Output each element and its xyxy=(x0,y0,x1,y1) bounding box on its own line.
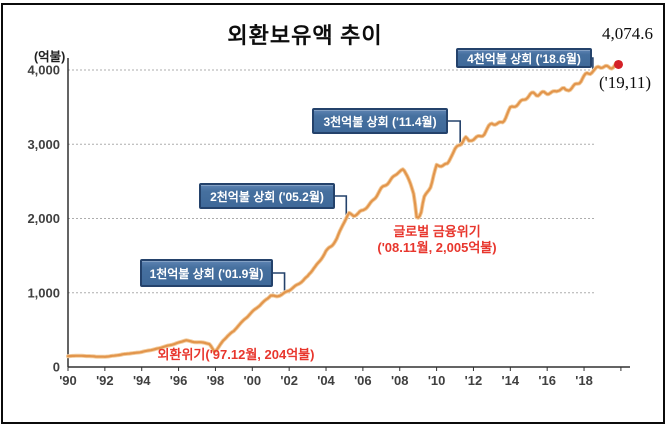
x-tick-label: '98 xyxy=(207,373,225,388)
x-tick-label: '14 xyxy=(502,373,520,388)
y-axis-unit-label: (억불) xyxy=(34,50,66,64)
chart-title: 외환보유액 추이 xyxy=(227,23,383,48)
crisis-annotation-2008-line2: ('08.11월, 2,005억불) xyxy=(377,240,497,255)
x-tick-label: '16 xyxy=(538,373,556,388)
y-tick-label: 2,000 xyxy=(27,211,60,226)
crisis-annotation-1997: 외환위기('97.12월, 204억불) xyxy=(157,347,315,362)
x-tick-label: '96 xyxy=(170,373,188,388)
x-tick-label: '06 xyxy=(354,373,372,388)
x-tick-label: '04 xyxy=(317,373,335,388)
milestone-box-4000: 4천억불 상회 ('18.6월) xyxy=(456,48,592,68)
x-tick-label: '10 xyxy=(428,373,446,388)
x-tick-label: '90 xyxy=(59,373,77,388)
y-tick-label: 4,000 xyxy=(27,63,60,78)
y-tick-label: 3,000 xyxy=(27,137,60,152)
y-tick-label: 1,000 xyxy=(27,285,60,300)
crisis-annotation-2008-line1: 글로벌 금융위기 xyxy=(393,224,481,239)
crisis-annotation-2008: 글로벌 금융위기 ('08.11월, 2,005억불) xyxy=(317,224,557,256)
milestone-box-2000: 2천억불 상회 ('05.2월) xyxy=(199,183,335,209)
x-tick-label: '12 xyxy=(465,373,483,388)
milestone-connector xyxy=(448,120,461,145)
x-tick-label: '02 xyxy=(280,373,298,388)
x-tick-label: '18 xyxy=(575,373,593,388)
end-point-date-label: ('19,11) xyxy=(598,73,651,92)
y-tick-label: 0 xyxy=(53,360,60,375)
milestone-connector xyxy=(592,57,594,70)
x-tick-label: '08 xyxy=(391,373,409,388)
x-tick-label: '00 xyxy=(244,373,262,388)
end-point-value-label: 4,074.6 xyxy=(602,24,653,43)
x-tick-label: '92 xyxy=(96,373,114,388)
x-tick-label: '94 xyxy=(133,373,151,388)
milestone-box-3000: 3천억불 상회 ('11.4월) xyxy=(312,108,448,134)
end-point-dot xyxy=(614,59,624,69)
series-line xyxy=(66,61,619,358)
series-line-halo xyxy=(66,60,620,359)
milestone-connector xyxy=(273,272,286,293)
milestone-box-1000: 1천억불 상회 ('01.9월) xyxy=(140,259,273,287)
milestone-connector xyxy=(335,195,348,219)
